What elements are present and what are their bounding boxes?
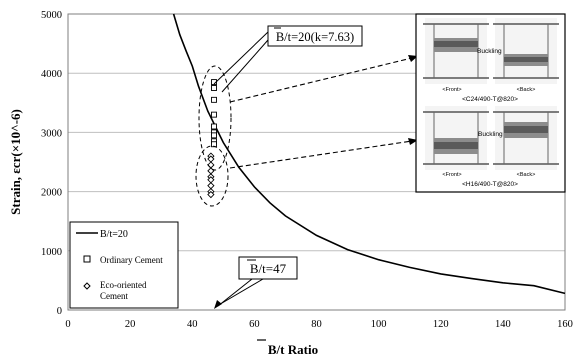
- legend-label-ordinary: Ordinary Cement: [100, 255, 163, 265]
- x-axis-label: B/t Ratio: [268, 342, 318, 357]
- x-tick-label: 120: [433, 319, 449, 330]
- legend-label-bt20: B/t=20: [100, 229, 128, 240]
- x-tick-label: 0: [65, 319, 70, 330]
- marker-eco-cement: [207, 182, 215, 190]
- y-tick-label: 5000: [41, 10, 62, 21]
- x-tick-label: 100: [371, 319, 387, 330]
- buckling-label-top: Buckling: [477, 48, 502, 55]
- marker-ordinary-cement: [211, 123, 217, 130]
- marker-eco-cement: [207, 167, 215, 175]
- buckling-label-bottom: Buckling: [478, 131, 503, 138]
- y-axis-label: Strain, εcr(×10^-6): [8, 109, 23, 215]
- y-tick-label: 3000: [41, 128, 62, 139]
- x-tick-label: 60: [249, 319, 260, 330]
- callout-bt20-label: B/t=20(k=7.63): [276, 30, 354, 44]
- legend: B/t=20 Ordinary Cement Eco-oriented Ceme…: [69, 221, 179, 309]
- photo-top-back-label: <Back>: [517, 87, 536, 93]
- photo-bottom-front-label: <Front>: [442, 172, 461, 178]
- y-tick-label: 2000: [41, 188, 62, 199]
- photo-bottom-front: [423, 106, 489, 170]
- photo-top-back: [493, 18, 559, 84]
- marker-eco-cement: [207, 190, 215, 199]
- marker-ordinary-cement: [211, 132, 217, 139]
- arrow-eco-to-photo: [229, 140, 413, 169]
- eco-group-ellipse: [195, 145, 229, 207]
- series-line-bt20: [172, 13, 566, 295]
- photo-top-front: [423, 18, 489, 84]
- photo-top-caption: <C24/490-T@820>: [462, 96, 518, 103]
- legend-label-eco: Eco-oriented Cement: [100, 280, 149, 301]
- photo-bottom-back: [493, 106, 559, 170]
- photo-bottom-caption: <H16/490-T@820>: [462, 181, 518, 188]
- series-markers: [207, 79, 217, 199]
- marker-eco-cement: [207, 161, 215, 169]
- marker-ordinary-cement: [211, 85, 217, 91]
- x-tick-label: 140: [495, 319, 511, 330]
- legend-diamond-symbol: [83, 282, 91, 290]
- x-tick-label: 160: [557, 319, 573, 330]
- callout-bt47-label: B/t=47: [250, 261, 287, 276]
- x-tick-labels: 0 20 40 60 80 100 120 140 160: [65, 319, 573, 330]
- callout-bt20: B/t=20(k=7.63): [213, 25, 363, 93]
- test-photo-panel: Buckling <Front> <Back> <C24/490-T@820> …: [415, 13, 566, 193]
- y-tick-labels: 0 1000 2000 3000 4000 5000: [41, 10, 62, 317]
- x-tick-label: 20: [125, 319, 136, 330]
- y-tick-label: 0: [57, 306, 62, 317]
- x-tick-label: 80: [311, 319, 322, 330]
- legend-square-symbol: [83, 255, 91, 263]
- photo-bottom-back-label: <Back>: [517, 172, 536, 178]
- callout-bt47: B/t=47: [214, 256, 298, 309]
- y-tick-label: 4000: [41, 69, 62, 80]
- y-tick-label: 1000: [41, 247, 62, 258]
- arrow-ordinary-to-photo: [229, 57, 413, 103]
- ordinary-group-ellipse: [198, 65, 232, 171]
- x-tick-label: 40: [187, 319, 198, 330]
- marker-ordinary-cement: [211, 96, 217, 103]
- marker-ordinary-cement: [211, 111, 217, 118]
- photo-top-front-label: <Front>: [442, 87, 461, 93]
